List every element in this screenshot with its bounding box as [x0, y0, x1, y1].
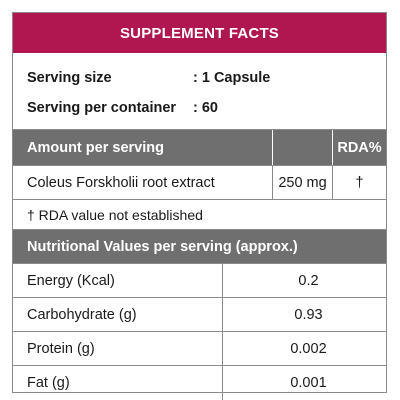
servings-per-container-row: Serving per container : 60: [27, 93, 386, 123]
ingredient-amount: 250 mg: [273, 166, 333, 199]
nutrition-row: Energy (Kcal) 0.2: [13, 264, 386, 298]
servings-per-container-value: : 60: [193, 100, 218, 116]
supplement-facts-panel: SUPPLEMENT FACTS Serving size : 1 Capsul…: [12, 12, 387, 400]
servings-per-container-label: Serving per container: [27, 100, 177, 116]
serving-size-value: : 1 Capsule: [193, 70, 271, 86]
ingredient-name: Coleus Forskholii root extract: [13, 166, 273, 199]
nutrition-header: Nutritional Values per serving (approx.): [13, 230, 386, 264]
nutrition-value: 0.2: [298, 272, 319, 289]
ingredient-row: Coleus Forskholii root extract 250 mg †: [13, 166, 386, 200]
nutrition-row: Fat (g) 0.001: [13, 366, 386, 400]
amount-header-blank: [273, 130, 333, 165]
serving-size-label: Serving size: [27, 70, 112, 86]
nutrition-row: Carbohydrate (g) 0.93: [13, 298, 386, 332]
nutrition-label: Protein (g): [13, 332, 223, 365]
nutrition-value: 0.001: [290, 375, 327, 391]
ingredient-rda: †: [355, 174, 364, 191]
rda-header-label: RDA%: [337, 139, 382, 156]
rda-footnote: † RDA value not established: [13, 200, 386, 230]
serving-info: Serving size : 1 Capsule Serving per con…: [13, 53, 386, 130]
nutrition-value: 0.002: [290, 340, 327, 357]
nutrition-label: Fat (g): [13, 366, 223, 400]
serving-size-row: Serving size : 1 Capsule: [27, 63, 386, 93]
nutrition-label: Carbohydrate (g): [13, 298, 223, 331]
nutrition-label: Energy (Kcal): [13, 264, 223, 297]
nutrition-value: 0.93: [294, 306, 323, 323]
panel-title: SUPPLEMENT FACTS: [13, 13, 386, 53]
amount-header-label: Amount per serving: [13, 130, 273, 165]
nutrition-row: Protein (g) 0.002: [13, 332, 386, 366]
amount-header-row: Amount per serving RDA%: [13, 130, 386, 166]
